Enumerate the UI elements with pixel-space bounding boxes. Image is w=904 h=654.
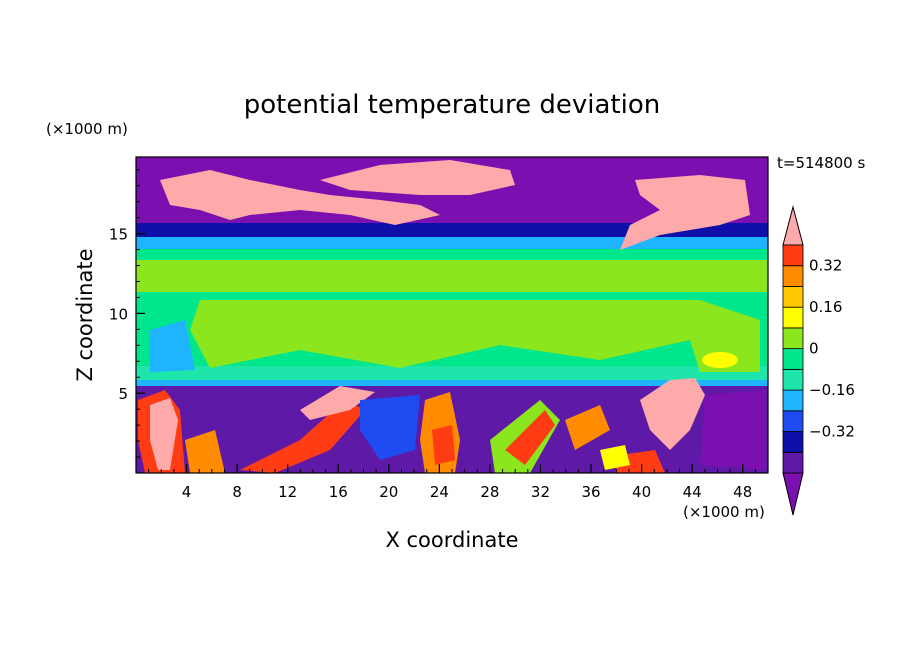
field-low-orange-strip [185, 430, 225, 473]
colorbar-segment [782, 431, 804, 453]
colorbar-tick-label: 0.32 [809, 257, 842, 275]
field-band-upper-green [136, 248, 768, 260]
x-tick-label: 4 [182, 483, 192, 501]
plot-area [136, 157, 768, 473]
y-tick-label: 10 [109, 305, 128, 323]
colorbar-segment [782, 368, 804, 391]
y-tick-label: 15 [109, 226, 128, 244]
x-axis: 4 8 12 16 20 24 28 32 36 40 44 48 [148, 464, 756, 501]
colorbar-segment [782, 306, 804, 329]
field-low-purple-right [700, 390, 766, 470]
chart-title: potential temperature deviation [244, 90, 660, 120]
field-low-red-diagonal [240, 400, 365, 473]
y-axis: 5 10 15 [109, 169, 145, 458]
colorbar-extend-low [782, 472, 804, 516]
x-tick-label: 40 [632, 483, 651, 501]
x-tick-label: 28 [480, 483, 499, 501]
x-tick-label: 24 [430, 483, 449, 501]
field-low-pink-plume-right [640, 378, 705, 450]
field-band-boundary [136, 378, 768, 386]
field-low-pink-left [150, 398, 178, 470]
colorbar-segment [782, 389, 804, 412]
field-low-red-arc [505, 410, 555, 465]
field-mid-cyan-left [150, 320, 195, 372]
x-axis-label: X coordinate [385, 528, 518, 552]
x-tick-label: 32 [531, 483, 550, 501]
field-band-upper-cyan [136, 236, 768, 249]
x-tick-label: 20 [379, 483, 398, 501]
y-unit-label: (×1000 m) [46, 120, 128, 138]
x-tick-label: 8 [232, 483, 242, 501]
field-band-mid-high [136, 258, 768, 292]
colorbar-tick-label: 0.16 [809, 298, 842, 316]
field-low-yellow-right [600, 445, 630, 470]
colorbar-segment [782, 265, 804, 287]
colorbar-segment [782, 286, 804, 308]
time-label: t=514800 s [777, 154, 865, 172]
colorbar-tick-label: −0.16 [809, 381, 855, 399]
x-tick-label: 12 [278, 483, 297, 501]
colorbar-tick-label: −0.32 [809, 423, 855, 441]
y-axis-label: Z coordinate [73, 248, 97, 381]
colorbar-tick-label: 0 [809, 340, 819, 358]
colorbar-segment [782, 451, 804, 474]
field-upper-pink-right [620, 175, 750, 250]
field-mid-yellow [702, 352, 738, 368]
colorbar-segment [782, 244, 804, 267]
field-low-pink-tongue [300, 386, 375, 420]
y-tick-label: 5 [118, 385, 128, 403]
colorbar-extend-high [782, 205, 804, 246]
field-low-orange-right [565, 405, 610, 450]
colorbar-segment [782, 348, 804, 370]
x-tick-label: 44 [683, 483, 702, 501]
field-upper-pink-left [160, 170, 440, 225]
field-band-upper-blue [136, 222, 768, 237]
x-tick-label: 48 [733, 483, 752, 501]
colorbar-segment [782, 410, 804, 432]
colorbar: 0.32 0.16 0 −0.16 −0.32 [782, 205, 855, 516]
x-tick-label: 36 [581, 483, 600, 501]
x-tick-label: 16 [329, 483, 348, 501]
field-low-blue-region [360, 395, 420, 460]
colorbar-segment [782, 327, 804, 350]
field-low-red-column [432, 425, 455, 465]
field-mid-yellowgreen [190, 300, 760, 372]
field-band-mid-low [136, 364, 768, 380]
field-upper-pink-center [320, 160, 515, 195]
x-unit-label: (×1000 m) [683, 503, 765, 521]
